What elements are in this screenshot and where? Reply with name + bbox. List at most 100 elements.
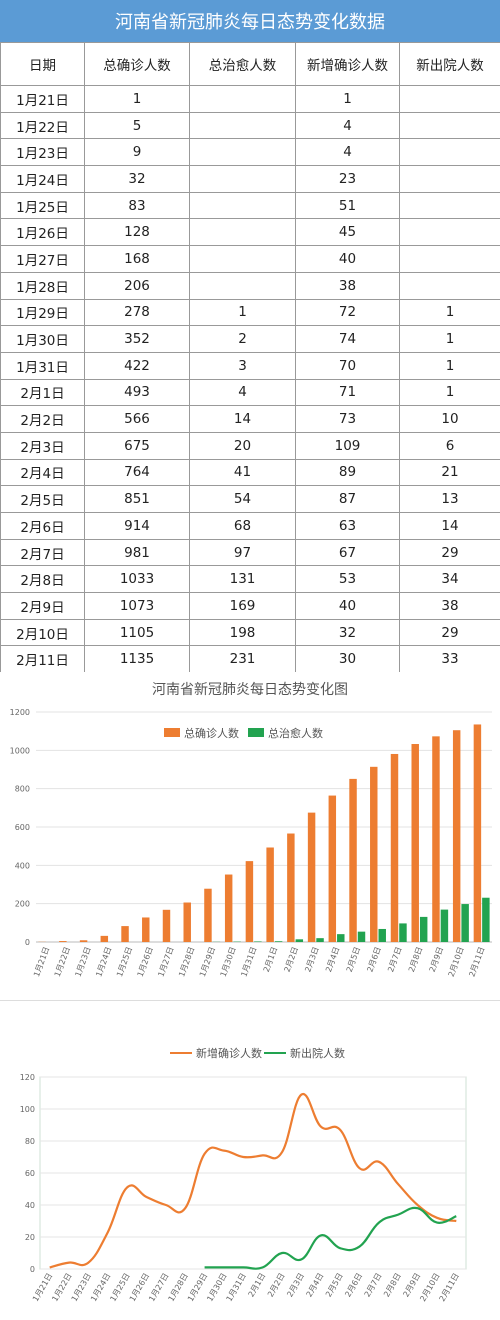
bar-confirmed <box>308 813 315 942</box>
value-cell <box>190 219 296 246</box>
x-tick-label: 2月4日 <box>324 946 341 974</box>
x-tick-label: 2月7日 <box>386 946 403 974</box>
date-cell: 1月25日 <box>1 192 85 219</box>
value-cell: 1 <box>400 326 500 353</box>
table-header-cell: 总治愈人数 <box>190 43 296 86</box>
x-tick-label: 2月1日 <box>247 1272 268 1299</box>
value-cell: 566 <box>85 406 190 433</box>
bar-confirmed <box>246 861 253 942</box>
value-cell: 1 <box>400 299 500 326</box>
x-tick-label: 1月29日 <box>198 946 217 978</box>
table-header-row: 日期总确诊人数总治愈人数新增确诊人数新出院人数 <box>1 43 500 86</box>
x-tick-label: 1月24日 <box>94 946 113 978</box>
value-cell: 1 <box>400 379 500 406</box>
bar-confirmed <box>121 926 128 942</box>
bar-confirmed <box>474 724 481 942</box>
bar-confirmed <box>432 736 439 942</box>
value-cell: 38 <box>296 272 400 299</box>
value-cell <box>400 139 500 166</box>
y-tick-label: 400 <box>15 861 30 870</box>
value-cell <box>190 139 296 166</box>
y-tick-label: 0 <box>30 1265 35 1274</box>
date-cell: 2月3日 <box>1 432 85 459</box>
bar-cured <box>275 941 282 942</box>
value-cell <box>400 86 500 113</box>
x-tick-label: 2月11日 <box>467 946 486 978</box>
value-cell: 131 <box>190 566 296 593</box>
value-cell: 83 <box>85 192 190 219</box>
x-tick-label: 2月5日 <box>324 1272 345 1299</box>
bar-confirmed <box>349 779 356 942</box>
value-cell: 6 <box>400 432 500 459</box>
value-cell: 278 <box>85 299 190 326</box>
value-cell: 70 <box>296 352 400 379</box>
value-cell: 493 <box>85 379 190 406</box>
x-tick-label: 2月3日 <box>303 946 320 974</box>
x-tick-label: 2月10日 <box>447 946 466 978</box>
value-cell: 71 <box>296 379 400 406</box>
x-tick-label: 1月31日 <box>239 946 258 978</box>
series-line-discharged <box>205 1208 457 1269</box>
y-tick-label: 0 <box>25 938 30 947</box>
value-cell <box>400 246 500 273</box>
value-cell: 14 <box>400 513 500 540</box>
date-cell: 1月27日 <box>1 246 85 273</box>
date-cell: 1月28日 <box>1 272 85 299</box>
x-tick-label: 2月6日 <box>343 1272 364 1299</box>
x-tick-label: 1月26日 <box>136 946 155 978</box>
value-cell: 21 <box>400 459 500 486</box>
y-tick-label: 80 <box>25 1137 35 1146</box>
date-cell: 1月23日 <box>1 139 85 166</box>
value-cell: 422 <box>85 352 190 379</box>
value-cell: 1105 <box>85 619 190 646</box>
date-cell: 2月11日 <box>1 646 85 673</box>
value-cell: 14 <box>190 406 296 433</box>
value-cell <box>190 246 296 273</box>
y-tick-label: 120 <box>20 1073 35 1082</box>
date-cell: 1月29日 <box>1 299 85 326</box>
table-header-cell: 总确诊人数 <box>85 43 190 86</box>
value-cell: 74 <box>296 326 400 353</box>
date-cell: 2月9日 <box>1 593 85 620</box>
value-cell: 1073 <box>85 593 190 620</box>
bar-confirmed <box>59 941 66 942</box>
bar-confirmed <box>266 848 273 942</box>
y-tick-label: 200 <box>15 900 30 909</box>
value-cell <box>190 166 296 193</box>
value-cell: 1 <box>85 86 190 113</box>
value-cell: 63 <box>296 513 400 540</box>
bar-cured <box>337 934 344 942</box>
bar-cured <box>441 910 448 942</box>
x-tick-label: 1月28日 <box>177 946 196 978</box>
legend-label: 新增确诊人数 <box>196 1046 262 1060</box>
date-cell: 1月22日 <box>1 112 85 139</box>
value-cell: 32 <box>85 166 190 193</box>
value-cell: 87 <box>296 486 400 513</box>
x-tick-label: 1月25日 <box>115 946 134 978</box>
page-title: 河南省新冠肺炎每日态势变化数据 <box>0 0 500 42</box>
bar-confirmed <box>453 730 460 942</box>
value-cell: 206 <box>85 272 190 299</box>
value-cell: 53 <box>296 566 400 593</box>
bar-confirmed <box>411 744 418 942</box>
date-cell: 1月30日 <box>1 326 85 353</box>
legend-label: 新出院人数 <box>290 1046 345 1060</box>
table-header-cell: 新出院人数 <box>400 43 500 86</box>
value-cell <box>400 272 500 299</box>
date-cell: 2月2日 <box>1 406 85 433</box>
